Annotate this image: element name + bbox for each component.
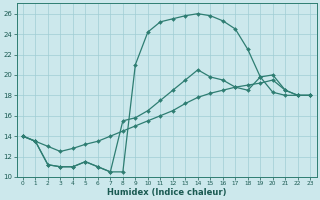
X-axis label: Humidex (Indice chaleur): Humidex (Indice chaleur) — [107, 188, 226, 197]
